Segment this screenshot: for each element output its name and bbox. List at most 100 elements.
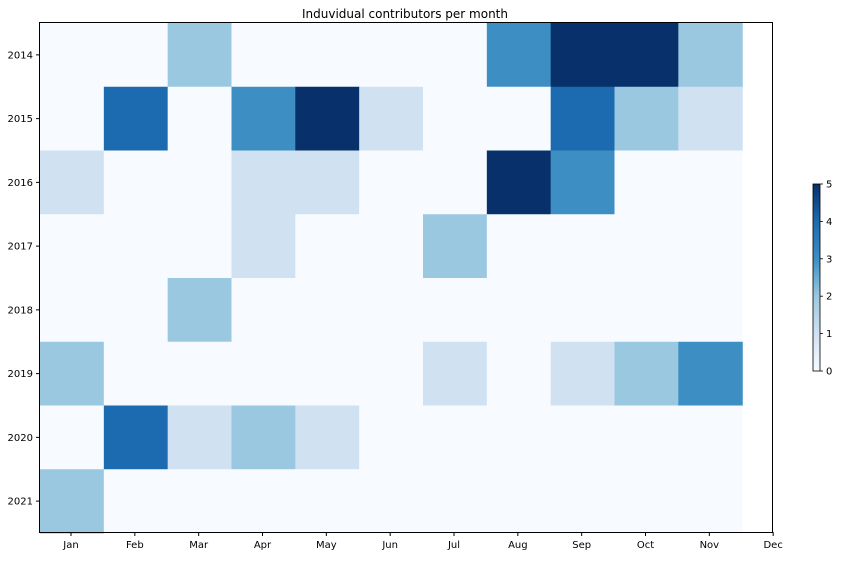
y-tick-label: 2017 <box>8 242 33 253</box>
heatmap-cell <box>423 341 488 407</box>
heatmap-cell <box>359 150 424 215</box>
heatmap-cell <box>103 469 169 534</box>
heatmap-cell <box>486 86 552 152</box>
heatmap-cell <box>295 214 360 279</box>
x-tick-label: Sep <box>572 540 591 551</box>
x-tick-label: Apr <box>254 540 272 551</box>
heatmap-cell <box>486 23 552 88</box>
x-tick-label: Oct <box>637 540 654 551</box>
heatmap-cell <box>40 23 105 88</box>
heatmap-cell <box>423 214 488 279</box>
heatmap-cell <box>486 469 552 534</box>
heatmap-cell <box>295 469 360 534</box>
heatmap-cell <box>678 214 743 279</box>
heatmap-cell <box>550 23 616 88</box>
heatmap-cell <box>231 150 296 215</box>
chart-title: Induvidual contributors per month <box>302 7 508 21</box>
heatmap-cell <box>103 405 169 470</box>
heatmap-cell <box>40 214 105 279</box>
x-tick-label: Jun <box>381 540 398 551</box>
heatmap-cell <box>614 86 679 152</box>
colorbar: 0 1 2 3 4 5 <box>812 180 832 378</box>
heatmap-cell <box>103 86 169 152</box>
heatmap-cell <box>167 341 233 407</box>
heatmap-cell <box>550 150 616 215</box>
heatmap-cell <box>295 405 360 470</box>
colorbar-tick-label: 0 <box>826 367 832 378</box>
y-tick-label: 2020 <box>8 433 33 444</box>
y-tick-label: 2019 <box>8 369 33 380</box>
heatmap-cell <box>423 469 488 534</box>
heatmap-cell <box>678 469 743 534</box>
heatmap-cell <box>486 214 552 279</box>
heatmap-cell <box>167 214 233 279</box>
heatmap-cell <box>678 86 743 152</box>
heatmap-cell <box>295 150 360 215</box>
heatmap-cell <box>103 341 169 407</box>
colorbar-tick-label: 2 <box>826 292 832 303</box>
colorbar-tick-label: 3 <box>826 254 832 265</box>
y-tick-label: 2018 <box>8 305 33 316</box>
heatmap-cell <box>359 23 424 88</box>
heatmap-cell <box>550 86 616 152</box>
heatmap-cell <box>103 214 169 279</box>
heatmap-cell <box>359 278 424 343</box>
heatmap-cell <box>231 469 296 534</box>
heatmap-cell <box>486 278 552 343</box>
heatmap-cell <box>614 214 679 279</box>
x-axis-ticks: Jan Feb Mar Apr May Jun Jul Aug Sep Oct Nov Dec <box>62 532 783 551</box>
heatmap-cell <box>40 469 105 534</box>
heatmap-cell <box>231 405 296 470</box>
x-tick-label: Aug <box>508 540 528 551</box>
heatmap-cell <box>614 278 679 343</box>
y-tick-label: 2014 <box>8 50 33 61</box>
heatmap-cell <box>231 341 296 407</box>
heatmap-cell <box>167 469 233 534</box>
x-tick-label: Jan <box>62 540 78 551</box>
heatmap-cell <box>231 23 296 88</box>
heatmap-cell <box>40 278 105 343</box>
heatmap-cell <box>231 214 296 279</box>
heatmap-cell <box>678 278 743 343</box>
heatmap-cell <box>40 86 105 152</box>
heatmap-cell <box>103 278 169 343</box>
heatmap-cell <box>423 23 488 88</box>
colorbar-gradient <box>812 183 821 372</box>
heatmap-cell <box>678 341 743 407</box>
heatmap-cell <box>423 150 488 215</box>
heatmap-cell <box>359 405 424 470</box>
heatmap-cell <box>295 86 360 152</box>
heatmap-cell <box>167 86 233 152</box>
heatmap-cell <box>359 341 424 407</box>
heatmap-cell <box>486 405 552 470</box>
colorbar-tick-label: 4 <box>826 217 832 228</box>
heatmap-cell <box>295 278 360 343</box>
heatmap-cell <box>486 150 552 215</box>
heatmap-cell <box>359 214 424 279</box>
heatmap-cell <box>678 23 743 88</box>
heatmap-cell <box>678 150 743 215</box>
x-tick-label: Feb <box>126 540 144 551</box>
heatmap-cell <box>423 405 488 470</box>
x-tick-label: May <box>316 540 337 551</box>
y-tick-label: 2015 <box>8 114 33 125</box>
y-tick-label: 2021 <box>8 497 33 508</box>
heatmap-cell <box>614 150 679 215</box>
heatmap-cell <box>167 150 233 215</box>
heatmap-cell <box>167 278 233 343</box>
heatmap-cell <box>678 405 743 470</box>
heatmap-cell <box>295 341 360 407</box>
heatmap-cell <box>423 86 488 152</box>
heatmap-cell <box>295 23 360 88</box>
colorbar-tick-label: 1 <box>826 329 832 340</box>
heatmap-cell <box>614 341 679 407</box>
x-tick-label: Dec <box>763 540 782 551</box>
heatmap-cell <box>614 23 679 88</box>
heatmap-cell <box>550 341 616 407</box>
heatmap-cell <box>40 341 105 407</box>
heatmap-cell <box>550 469 616 534</box>
y-axis-ticks: 2014 2015 2016 2017 2018 2019 2020 2021 <box>8 50 40 508</box>
heatmap-cell <box>550 214 616 279</box>
